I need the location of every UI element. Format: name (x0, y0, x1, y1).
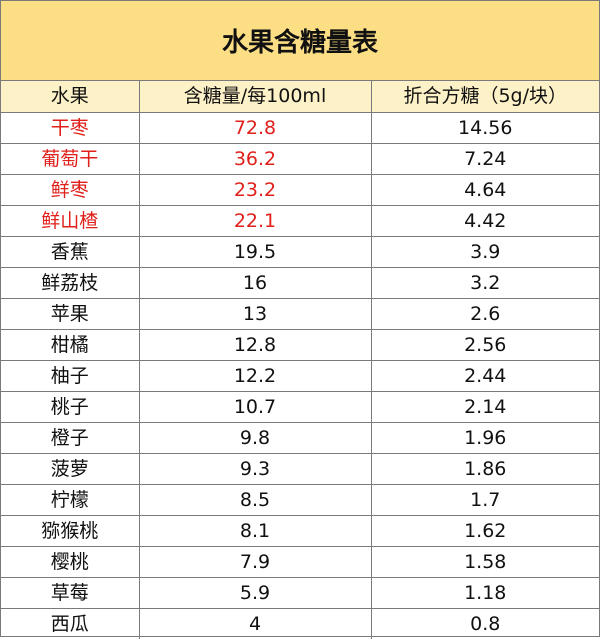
header-row: 水果 含糖量/每100ml 折合方糖（5g/块） (1, 81, 599, 113)
fruit-cell: 柠檬 (1, 485, 139, 516)
cubes-cell: 4.42 (371, 206, 599, 237)
sugar-cell: 22.1 (139, 206, 371, 237)
sugar-cell: 12.2 (139, 361, 371, 392)
cubes-cell: 1.18 (371, 578, 599, 609)
sugar-cell: 36.2 (139, 144, 371, 175)
fruit-cell: 橙子 (1, 423, 139, 454)
cubes-cell: 4.64 (371, 175, 599, 206)
fruit-cell: 鲜山楂 (1, 206, 139, 237)
sugar-cell: 8.5 (139, 485, 371, 516)
fruit-cell: 鲜枣 (1, 175, 139, 206)
sugar-cell: 72.8 (139, 113, 371, 144)
cubes-cell: 1.58 (371, 547, 599, 578)
sugar-cell: 9.8 (139, 423, 371, 454)
cubes-cell: 1.7 (371, 485, 599, 516)
header-fruit: 水果 (1, 81, 139, 113)
sugar-cell: 12.8 (139, 330, 371, 361)
cubes-cell: 0.8 (371, 609, 599, 639)
header-sugar: 含糖量/每100ml (139, 81, 371, 113)
sugar-cell: 4 (139, 609, 371, 639)
sugar-cell: 16 (139, 268, 371, 299)
sugar-cell: 23.2 (139, 175, 371, 206)
sugar-cell: 5.9 (139, 578, 371, 609)
cubes-cell: 7.24 (371, 144, 599, 175)
sugar-cell: 8.1 (139, 516, 371, 547)
fruit-cell: 柚子 (1, 361, 139, 392)
fruit-cell: 鲜荔枝 (1, 268, 139, 299)
fruit-cell: 香蕉 (1, 237, 139, 268)
fruit-cell: 草莓 (1, 578, 139, 609)
cubes-cell: 3.2 (371, 268, 599, 299)
cubes-cell: 1.62 (371, 516, 599, 547)
fruit-cell: 菠萝 (1, 454, 139, 485)
table-title: 水果含糖量表 (1, 1, 599, 81)
fruit-cell: 樱桃 (1, 547, 139, 578)
table-header: 水果 含糖量/每100ml 折合方糖（5g/块） (1, 81, 599, 113)
sugar-cell: 13 (139, 299, 371, 330)
cubes-cell: 1.86 (371, 454, 599, 485)
cubes-cell: 2.56 (371, 330, 599, 361)
sugar-cell: 19.5 (139, 237, 371, 268)
fruit-cell: 干枣 (1, 113, 139, 144)
fruit-cell: 猕猴桃 (1, 516, 139, 547)
sugar-cell: 9.3 (139, 454, 371, 485)
cubes-cell: 1.96 (371, 423, 599, 454)
cubes-cell: 2.44 (371, 361, 599, 392)
cubes-cell: 2.6 (371, 299, 599, 330)
fruit-cell: 桃子 (1, 392, 139, 423)
cubes-cell: 14.56 (371, 113, 599, 144)
fruit-cell: 葡萄干 (1, 144, 139, 175)
sugar-cell: 7.9 (139, 547, 371, 578)
fruit-cell: 西瓜 (1, 609, 139, 639)
cubes-cell: 2.14 (371, 392, 599, 423)
sugar-cell: 10.7 (139, 392, 371, 423)
header-cubes: 折合方糖（5g/块） (371, 81, 599, 113)
fruit-cell: 柑橘 (1, 330, 139, 361)
cubes-cell: 3.9 (371, 237, 599, 268)
fruit-cell: 苹果 (1, 299, 139, 330)
